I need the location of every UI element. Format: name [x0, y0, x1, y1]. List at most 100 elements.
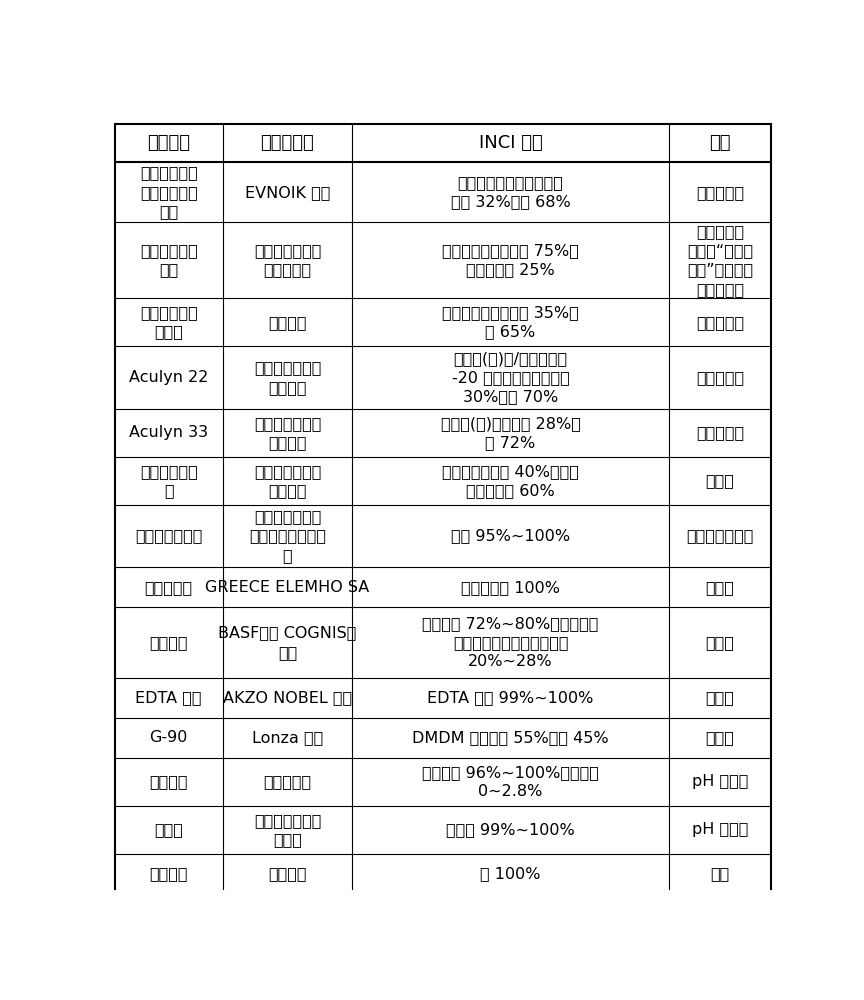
Text: BASF（原 COGNIS）
公司: BASF（原 COGNIS） 公司 — [219, 625, 357, 660]
Text: 原料名称: 原料名称 — [147, 134, 190, 152]
Bar — [115, 457, 223, 505]
Text: 氢氧化钓: 氢氧化钓 — [149, 774, 187, 789]
Bar — [669, 567, 771, 607]
Bar — [353, 298, 669, 346]
Text: 椰油酰羟乙磺
酸钓: 椰油酰羟乙磺 酸钓 — [140, 243, 198, 277]
Bar — [353, 607, 669, 678]
Text: DMDM 乙内酰脲 55%，水 45%: DMDM 乙内酰脲 55%，水 45% — [412, 730, 609, 745]
Text: G-90: G-90 — [149, 730, 187, 745]
Text: 单硬脂酸甘油
酯: 单硬脂酸甘油 酯 — [140, 464, 198, 498]
Bar — [223, 162, 353, 222]
Text: 椰油酰羟乙磺酸酯钓 75%、
游离脂肪酸 25%: 椰油酰羟乙磺酸酯钓 75%、 游离脂肪酸 25% — [442, 243, 579, 277]
Bar — [669, 346, 771, 409]
Bar — [353, 124, 669, 162]
Bar — [669, 854, 771, 894]
Text: AKZO NOBEL 公司: AKZO NOBEL 公司 — [223, 690, 352, 705]
Bar — [223, 222, 353, 298]
Text: GREECE ELEMHO SA: GREECE ELEMHO SA — [206, 580, 370, 595]
Text: 单硬脂酸甘油酯 40%，双硬
脂酸甘油酯 60%: 单硬脂酸甘油酯 40%，双硬 脂酸甘油酯 60% — [442, 464, 579, 498]
Text: 作用: 作用 — [709, 134, 731, 152]
Bar — [223, 718, 353, 758]
Text: 陶氏（原罗门哈
斯）公司: 陶氏（原罗门哈 斯）公司 — [254, 416, 321, 450]
Text: Lonza 公司: Lonza 公司 — [252, 730, 323, 745]
Text: Aculyn 33: Aculyn 33 — [129, 425, 208, 440]
Bar — [353, 222, 669, 298]
Text: 氢氧化钓 96%~100%，氯化钓
0~2.8%: 氢氧化钓 96%~100%，氯化钓 0~2.8% — [422, 765, 599, 799]
Text: 月桂基醇聚醇
磺基琥珀酸酯
二钓: 月桂基醇聚醇 磺基琥珀酸酯 二钓 — [140, 166, 198, 219]
Bar — [669, 758, 771, 806]
Bar — [669, 162, 771, 222]
Text: 丙烯酸(酯)类共聚物 28%，
水 72%: 丙烯酸(酯)类共聚物 28%， 水 72% — [441, 416, 581, 450]
Text: 溶剂: 溶剂 — [710, 866, 729, 881]
Text: 柠檬酸: 柠檬酸 — [154, 822, 183, 837]
Text: 表面活性剂: 表面活性剂 — [696, 315, 744, 330]
Bar — [353, 457, 669, 505]
Text: 水 100%: 水 100% — [480, 866, 541, 881]
Bar — [669, 124, 771, 162]
Bar — [353, 678, 669, 718]
Bar — [115, 854, 223, 894]
Text: 乳化剂: 乳化剂 — [705, 473, 734, 488]
Bar — [115, 346, 223, 409]
Text: 椰油酰胺丙基甜菜碱 35%，
水 65%: 椰油酰胺丙基甜菜碱 35%， 水 65% — [442, 305, 579, 339]
Text: Aculyn 22: Aculyn 22 — [129, 370, 208, 385]
Text: 表面活性剂
（其中“游离脂
肪酸”起到赋脂
剂的作用）: 表面活性剂 （其中“游离脂 肪酸”起到赋脂 剂的作用） — [687, 224, 753, 297]
Bar — [115, 607, 223, 678]
Text: 柠檬酸 99%~100%: 柠檬酸 99%~100% — [446, 822, 575, 837]
Bar — [669, 409, 771, 457]
Bar — [353, 854, 669, 894]
Bar — [353, 162, 669, 222]
Text: 陶氏（原罗门哈
斯）公司: 陶氏（原罗门哈 斯）公司 — [254, 360, 321, 395]
Text: 上海至柔化工有
限公司: 上海至柔化工有 限公司 — [254, 813, 321, 847]
Text: 二十二醇: 二十二醇 — [149, 635, 187, 650]
Text: 防腐剂: 防腐剂 — [705, 730, 734, 745]
Text: 多元醇、保湿剂: 多元醇、保湿剂 — [686, 529, 753, 544]
Bar — [223, 758, 353, 806]
Bar — [669, 298, 771, 346]
Bar — [669, 457, 771, 505]
Text: 螯合剂: 螯合剂 — [705, 690, 734, 705]
Bar — [669, 607, 771, 678]
Text: 上海浩泰生物科
技有限公司: 上海浩泰生物科 技有限公司 — [254, 243, 321, 277]
Bar — [223, 409, 353, 457]
Bar — [353, 409, 669, 457]
Bar — [353, 505, 669, 567]
Bar — [115, 758, 223, 806]
Bar — [223, 298, 353, 346]
Bar — [223, 806, 353, 854]
Bar — [223, 124, 353, 162]
Text: pH 添加剂: pH 添加剂 — [692, 774, 748, 789]
Text: 精制橄溺油: 精制橄溺油 — [144, 580, 193, 595]
Text: EVNOIK 公司: EVNOIK 公司 — [245, 185, 330, 200]
Text: EDTA 二钓: EDTA 二钓 — [136, 690, 202, 705]
Bar — [115, 298, 223, 346]
Text: 赋脂剂: 赋脂剂 — [705, 580, 734, 595]
Bar — [669, 678, 771, 718]
Bar — [223, 854, 353, 894]
Text: 嘉里油脂化学工
业（上海）有限公
司: 嘉里油脂化学工 业（上海）有限公 司 — [249, 509, 326, 563]
Text: 丙烯酸(酯)类/硬脂醇聚醇
-20 甲基丙烯酸酯共聚物
30%，水 70%: 丙烯酸(酯)类/硬脂醇聚醇 -20 甲基丙烯酸酯共聚物 30%，水 70% — [452, 351, 569, 404]
Bar — [669, 718, 771, 758]
Text: 甘油 95%~100%: 甘油 95%~100% — [451, 529, 570, 544]
Bar — [353, 346, 669, 409]
Bar — [223, 346, 353, 409]
Bar — [353, 567, 669, 607]
Bar — [115, 222, 223, 298]
Text: 二十二醇 72%~80%，十六醇、
十八醇、二十醇、二十四醇
20%~28%: 二十二醇 72%~80%，十六醇、 十八醇、二十醇、二十四醇 20%~28% — [422, 616, 599, 669]
Bar — [115, 409, 223, 457]
Bar — [223, 607, 353, 678]
Text: pH 添加剂: pH 添加剂 — [692, 822, 748, 837]
Text: 高丝米特: 高丝米特 — [268, 315, 307, 330]
Text: 上海家化: 上海家化 — [268, 866, 307, 881]
Bar — [115, 567, 223, 607]
Bar — [115, 124, 223, 162]
Text: 桃浦化工厂: 桃浦化工厂 — [264, 774, 312, 789]
Bar — [353, 718, 669, 758]
Bar — [353, 758, 669, 806]
Bar — [669, 505, 771, 567]
Bar — [115, 806, 223, 854]
Bar — [223, 567, 353, 607]
Text: INCI 名称: INCI 名称 — [479, 134, 543, 152]
Bar — [223, 678, 353, 718]
Text: 甘油（药用级）: 甘油（药用级） — [135, 529, 202, 544]
